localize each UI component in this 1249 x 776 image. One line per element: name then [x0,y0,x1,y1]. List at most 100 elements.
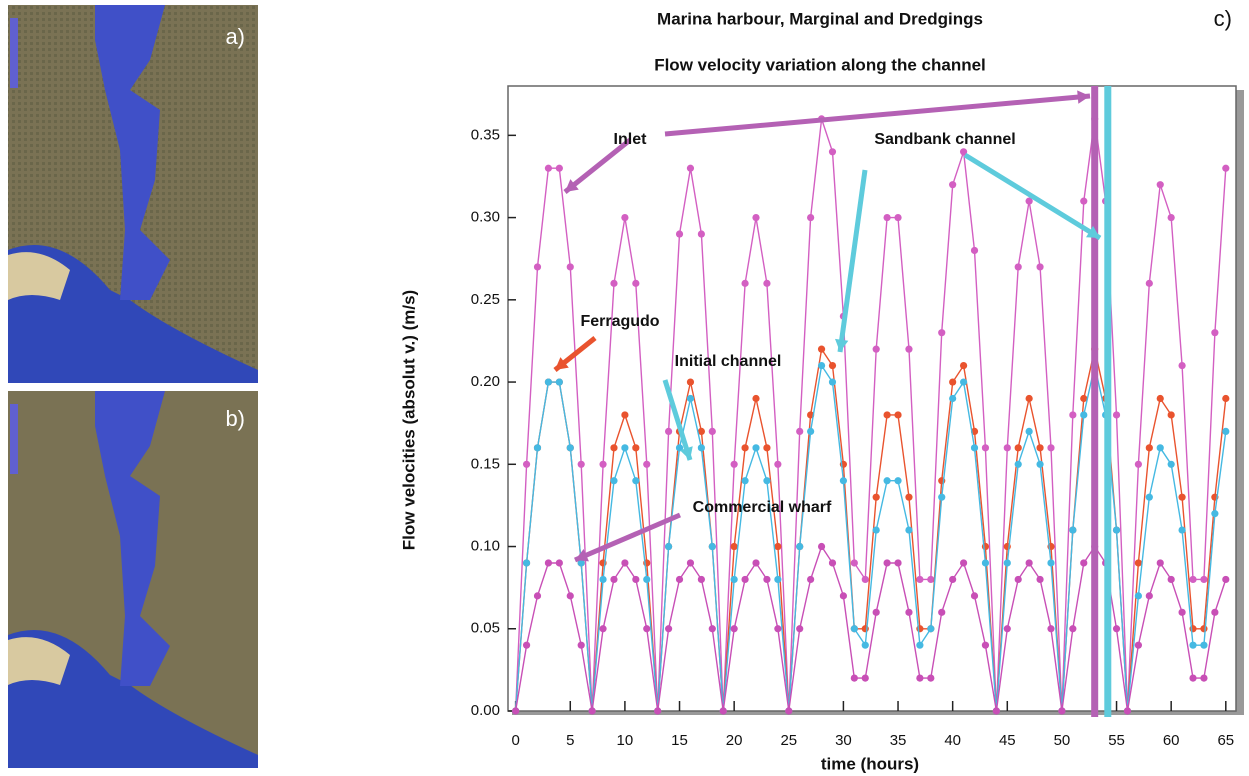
data-point [1025,394,1033,403]
data-point [1200,575,1208,584]
map-b: b) [8,391,258,768]
data-point [970,444,979,452]
data-point [905,608,913,616]
panel-label: c) [1214,6,1232,31]
panel-label: a) [225,24,245,49]
data-point [796,542,804,551]
data-point [905,493,913,501]
data-point [621,444,629,452]
data-point [522,641,531,649]
y-tick-label: 0.35 [471,126,500,143]
data-point [1134,641,1142,649]
data-point [1134,460,1142,468]
data-point [621,411,629,419]
x-tick-label: 20 [726,732,743,749]
data-point [632,477,640,485]
data-point [850,625,858,633]
data-point [741,279,749,287]
data-point [1134,592,1142,600]
data-point [872,608,880,616]
data-point [861,674,869,682]
data-point [916,575,924,584]
data-point [1047,559,1055,567]
data-point [1200,674,1208,682]
annotation: Ferragudo [580,313,659,330]
data-point [599,575,607,584]
plot-area [507,85,1237,712]
data-point [1025,197,1033,205]
data-point [599,460,607,468]
data-point [741,575,749,584]
data-point [970,592,979,600]
data-point [1167,460,1175,468]
chart: Marina harbour, Marginal and Dredgings F… [399,6,1244,773]
panel-label: b) [225,406,245,431]
data-point [697,427,705,435]
data-point [839,592,848,600]
data-point [861,575,869,584]
data-point [938,608,946,616]
data-point [686,164,695,172]
y-axis-label: Flow velocities (absolut v.) (m/s) [399,290,418,550]
data-point [828,378,837,386]
data-point [1156,181,1164,189]
data-point [741,444,749,452]
data-point [1211,510,1219,518]
data-point [981,641,990,649]
data-point [883,411,891,419]
data-point [512,707,520,715]
data-point [730,575,738,584]
arrow-head [679,446,693,460]
data-point [522,559,531,567]
data-point [894,559,902,567]
data-point [610,575,618,584]
data-point [632,279,640,287]
data-point [675,575,684,584]
data-point [916,625,924,633]
data-point [730,460,738,468]
data-point [883,213,891,222]
data-point [959,378,968,386]
annotation-arrow [963,152,1102,241]
data-point [752,559,760,567]
data-point [774,625,782,633]
data-point [927,625,935,633]
x-tick-label: 40 [944,732,961,749]
data-point [1167,411,1175,419]
data-point [872,493,880,501]
data-point [774,460,782,468]
arrow-head [555,357,569,370]
data-point [544,164,553,172]
data-point [883,477,891,485]
data-point [1036,263,1044,271]
data-point [1222,164,1230,172]
arrow-head [565,179,579,192]
data-point [697,230,705,238]
y-tick-label: 0.05 [471,620,500,637]
data-point [632,575,640,584]
data-point [1080,197,1088,205]
data-point [577,559,585,567]
data-point [828,362,837,370]
data-point [577,460,585,468]
x-tick-label: 10 [617,732,634,749]
data-point [544,559,553,567]
data-point [1112,526,1121,534]
data-point [796,427,804,435]
chart-subtitle: Flow velocity variation along the channe… [654,55,986,74]
data-point [1036,444,1044,452]
data-point [1145,592,1153,600]
data-point [533,444,542,452]
data-point [632,444,640,452]
data-point [1178,493,1186,501]
data-point [741,477,749,485]
data-point [774,575,782,584]
data-point [566,263,574,271]
data-point [1069,526,1077,534]
data-point [544,378,553,386]
data-point [861,641,869,649]
data-point [1222,427,1230,435]
data-point [927,575,935,584]
data-point [872,345,880,353]
